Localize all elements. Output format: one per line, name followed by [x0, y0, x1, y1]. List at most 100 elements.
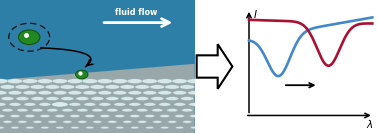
Ellipse shape [181, 97, 194, 100]
Ellipse shape [143, 91, 156, 95]
Ellipse shape [195, 85, 209, 89]
Ellipse shape [106, 97, 119, 100]
Ellipse shape [0, 127, 4, 129]
Ellipse shape [90, 85, 105, 89]
Ellipse shape [52, 79, 68, 83]
Ellipse shape [131, 127, 139, 129]
Ellipse shape [142, 79, 158, 83]
Ellipse shape [114, 103, 126, 106]
Ellipse shape [68, 91, 82, 95]
Ellipse shape [183, 121, 192, 123]
Ellipse shape [70, 115, 80, 117]
Ellipse shape [11, 127, 19, 129]
Ellipse shape [3, 121, 12, 123]
Ellipse shape [31, 97, 44, 100]
Ellipse shape [75, 85, 90, 89]
Ellipse shape [97, 79, 113, 83]
Ellipse shape [38, 91, 52, 95]
Ellipse shape [167, 109, 178, 112]
Ellipse shape [138, 121, 147, 123]
Ellipse shape [105, 85, 119, 89]
Ellipse shape [0, 91, 7, 95]
Text: I: I [253, 10, 256, 20]
Ellipse shape [67, 79, 83, 83]
Ellipse shape [1, 97, 14, 100]
Ellipse shape [32, 109, 43, 112]
Ellipse shape [123, 121, 132, 123]
Ellipse shape [135, 85, 150, 89]
Ellipse shape [180, 85, 195, 89]
Text: fluid flow: fluid flow [115, 8, 158, 17]
Ellipse shape [168, 121, 177, 123]
Ellipse shape [144, 103, 156, 106]
Circle shape [76, 70, 88, 79]
Ellipse shape [91, 97, 104, 100]
Ellipse shape [47, 109, 58, 112]
Ellipse shape [161, 127, 169, 129]
Ellipse shape [145, 115, 155, 117]
Ellipse shape [56, 127, 64, 129]
Ellipse shape [45, 85, 60, 89]
Ellipse shape [92, 109, 103, 112]
Ellipse shape [41, 127, 49, 129]
Ellipse shape [62, 109, 73, 112]
Ellipse shape [86, 127, 94, 129]
Ellipse shape [182, 109, 193, 112]
Ellipse shape [150, 85, 164, 89]
Ellipse shape [30, 85, 45, 89]
Ellipse shape [130, 115, 140, 117]
Ellipse shape [116, 127, 124, 129]
Ellipse shape [189, 103, 201, 106]
Ellipse shape [7, 79, 23, 83]
Ellipse shape [100, 115, 110, 117]
Ellipse shape [71, 127, 79, 129]
Ellipse shape [61, 97, 74, 100]
Ellipse shape [0, 115, 5, 117]
Ellipse shape [63, 121, 72, 123]
Ellipse shape [51, 102, 68, 107]
Ellipse shape [82, 79, 98, 83]
Ellipse shape [10, 115, 20, 117]
Ellipse shape [98, 91, 112, 95]
Ellipse shape [172, 79, 187, 83]
Ellipse shape [2, 109, 13, 112]
Ellipse shape [0, 103, 6, 106]
Ellipse shape [107, 109, 118, 112]
Ellipse shape [83, 91, 97, 95]
Ellipse shape [26, 127, 34, 129]
Ellipse shape [190, 115, 200, 117]
Ellipse shape [198, 121, 207, 123]
Polygon shape [0, 64, 195, 133]
Ellipse shape [151, 97, 164, 100]
Ellipse shape [0, 85, 15, 89]
Ellipse shape [8, 91, 22, 95]
Ellipse shape [99, 103, 111, 106]
Ellipse shape [136, 97, 149, 100]
Ellipse shape [15, 85, 30, 89]
Ellipse shape [37, 79, 53, 83]
Ellipse shape [166, 97, 179, 100]
Ellipse shape [48, 121, 57, 123]
Ellipse shape [46, 97, 59, 100]
Ellipse shape [113, 91, 127, 95]
Ellipse shape [101, 127, 109, 129]
Ellipse shape [17, 109, 28, 112]
Ellipse shape [191, 127, 199, 129]
Ellipse shape [121, 97, 134, 100]
Ellipse shape [187, 79, 203, 83]
Ellipse shape [55, 115, 65, 117]
Ellipse shape [0, 79, 8, 83]
Ellipse shape [128, 91, 142, 95]
Ellipse shape [157, 79, 172, 83]
Ellipse shape [108, 121, 117, 123]
Ellipse shape [40, 115, 50, 117]
Ellipse shape [120, 85, 135, 89]
Polygon shape [197, 44, 232, 89]
Ellipse shape [93, 121, 102, 123]
Ellipse shape [165, 85, 180, 89]
Ellipse shape [77, 109, 88, 112]
Ellipse shape [76, 97, 89, 100]
Ellipse shape [53, 91, 67, 95]
Ellipse shape [176, 127, 184, 129]
Ellipse shape [69, 103, 81, 106]
